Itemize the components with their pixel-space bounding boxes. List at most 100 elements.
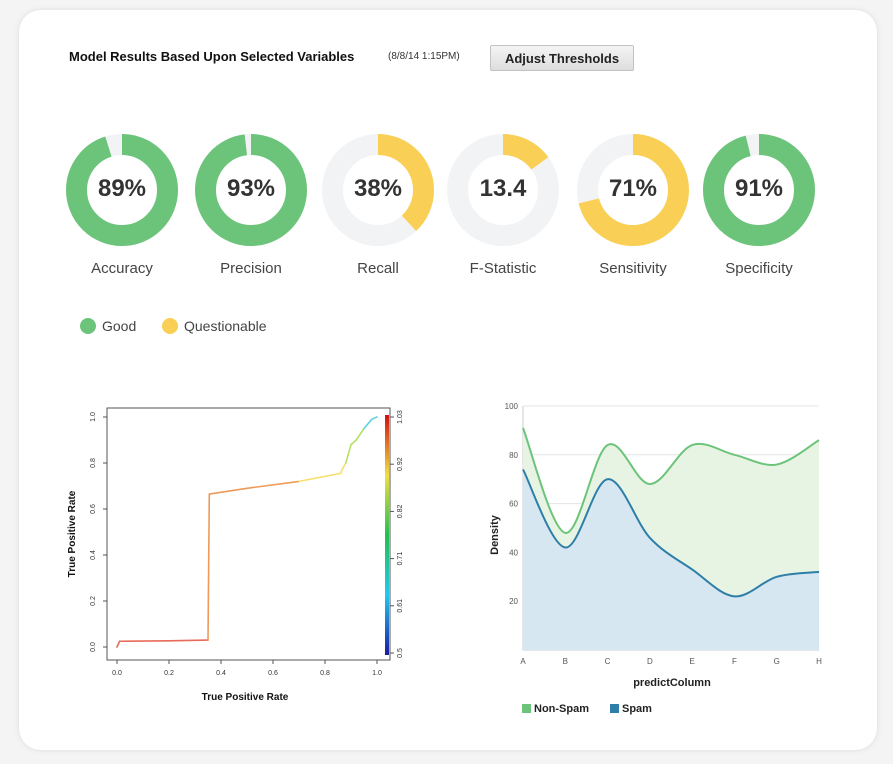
roc-x-tick-label: 0.2: [164, 670, 174, 677]
legend-good-label: Good: [102, 318, 137, 334]
gauge-label: Accuracy: [91, 260, 153, 277]
non-spam-swatch-icon: [522, 703, 531, 713]
roc-curve-segment: [344, 443, 352, 464]
roc-colorbar-tick-label: 1.03: [397, 410, 404, 424]
gauge-value: 71%: [608, 175, 658, 202]
gauge-arc: [577, 134, 689, 246]
legend-non-spam: Non-Spam: [522, 703, 589, 715]
density-x-axis-label: predictColumn: [633, 677, 711, 689]
questionable-dot-icon: [162, 318, 178, 335]
roc-curve-segment: [370, 416, 378, 421]
good-dot-icon: [80, 318, 96, 335]
roc-colorbar-tick-label: 0.61: [397, 599, 404, 613]
density-x-tick-label: E: [689, 657, 694, 666]
density-x-tick-label: B: [563, 657, 568, 666]
roc-curve-segment: [342, 462, 347, 469]
roc-chart: 0.0 0.2 0.4 0.6 0.8 1.0 0.0 0.2 0.4 0.6 0.8 1.0 0.5 0…: [67, 407, 404, 703]
roc-x-tick-label: 1.0: [372, 670, 382, 677]
density-line-non-spam: [522, 427, 820, 534]
gauge-label: Sensitivity: [599, 260, 667, 277]
roc-curve-segment: [298, 472, 342, 483]
density-x-tick-label: D: [647, 657, 653, 666]
roc-y-tick-label: 0.0: [90, 642, 97, 652]
gauge-arc: [66, 134, 178, 246]
gauge-arc: [195, 134, 307, 246]
gauge-arc: [447, 134, 559, 246]
legend-questionable: Questionable: [162, 318, 267, 335]
gauge-specificity: 91% Specificity: [700, 131, 818, 281]
legend-non-spam-label: Non-Spam: [534, 703, 589, 715]
density-y-tick-label: 80: [509, 451, 518, 460]
density-x-tick-label: F: [732, 657, 737, 666]
roc-x-axis-label: True Positive Rate: [202, 692, 289, 703]
density-x-tick-label: C: [605, 657, 611, 666]
density-y-tick-label: 20: [509, 597, 518, 606]
gauge-ring: [195, 134, 307, 246]
gauge-value: 89%: [97, 175, 147, 202]
spam-swatch-icon: [610, 703, 619, 713]
roc-y-axis-label: True Positive Rate: [67, 490, 78, 577]
roc-curve-segment: [339, 466, 345, 475]
legend-questionable-label: Questionable: [184, 318, 267, 334]
density-x-tick-label: H: [816, 657, 822, 666]
density-y-tick-label: 60: [509, 500, 518, 509]
gauge-ring: [322, 134, 434, 246]
roc-y-tick-label: 0.4: [90, 550, 97, 560]
roc-x-tick-label: 0.4: [216, 670, 226, 677]
gauge-value: 13.4: [479, 175, 527, 202]
roc-colorbar-tick-label: 0.82: [397, 504, 404, 518]
roc-plot-frame: [106, 407, 391, 661]
gauge-recall: 38% Recall: [319, 131, 437, 281]
roc-y-tick-label: 0.8: [90, 458, 97, 468]
roc-colorbar-tick-label: 0.5: [397, 648, 404, 658]
roc-curve-segment: [355, 427, 365, 441]
gauge-arc: [703, 134, 815, 246]
density-x-tick-label: A: [520, 657, 526, 666]
gauge-value: 93%: [226, 175, 276, 202]
roc-curve-segment: [363, 418, 373, 430]
roc-y-tick-label: 0.2: [90, 596, 97, 606]
page-title: Model Results Based Upon Selected Variab…: [69, 49, 355, 64]
roc-curve-segment: [207, 493, 211, 641]
gauge-precision: 93% Precision: [192, 131, 310, 281]
gauge-ring: [577, 134, 689, 246]
roc-curve-segment: [350, 439, 358, 446]
density-area-spam: [523, 469, 819, 650]
legend-good: Good: [80, 318, 136, 335]
adjust-thresholds-button[interactable]: Adjust Thresholds: [490, 45, 634, 71]
density-x-tick-label: G: [774, 657, 780, 666]
roc-curve-segment: [168, 639, 209, 642]
roc-colorbar-tick-label: 0.71: [397, 552, 404, 566]
gauge-label: Recall: [357, 260, 399, 277]
timestamp: (8/8/14 1:15PM): [388, 51, 460, 62]
roc-colorbar-tick-label: 0.92: [397, 457, 404, 471]
gauge-arc: [322, 134, 434, 246]
roc-x-tick-label: 0.0: [112, 670, 122, 677]
gauge-label: Precision: [220, 260, 282, 277]
roc-curve-segment: [116, 640, 121, 648]
gauge-f-statistic: 13.4 F-Statistic: [444, 131, 562, 281]
gauge-ring: [703, 134, 815, 246]
gauge-label: Specificity: [725, 260, 793, 277]
density-chart: 20 40 60 80 100 A B C D E F G H predictColumn Densit…: [489, 402, 822, 689]
roc-x-tick-label: 0.8: [320, 670, 330, 677]
legend-spam-label: Spam: [622, 703, 652, 715]
roc-curve-segment: [208, 487, 248, 495]
roc-curve: [116, 416, 378, 648]
density-y-tick-label: 40: [509, 548, 518, 557]
roc-curve-segment: [246, 480, 300, 490]
gauge-sensitivity: 71% Sensitivity: [574, 131, 692, 281]
roc-x-tick-label: 0.6: [268, 670, 278, 677]
density-y-tick-label: 100: [505, 402, 519, 411]
roc-colorbar: [385, 415, 389, 655]
gauge-accuracy: 89% Accuracy: [63, 131, 181, 281]
gauge-value: 38%: [353, 175, 403, 202]
density-y-axis-label: Density: [489, 514, 501, 555]
roc-y-tick-label: 0.6: [90, 504, 97, 514]
gauge-label: F-Statistic: [469, 260, 537, 277]
gauge-value: 91%: [734, 175, 784, 202]
roc-ticks: 0.0 0.2 0.4 0.6 0.8 1.0 0.0 0.2 0.4 0.6 0.8 1.0 0.5 0…: [90, 410, 404, 677]
density-areas: [522, 427, 820, 650]
gauge-ring: [66, 134, 178, 246]
roc-y-tick-label: 1.0: [90, 412, 97, 422]
